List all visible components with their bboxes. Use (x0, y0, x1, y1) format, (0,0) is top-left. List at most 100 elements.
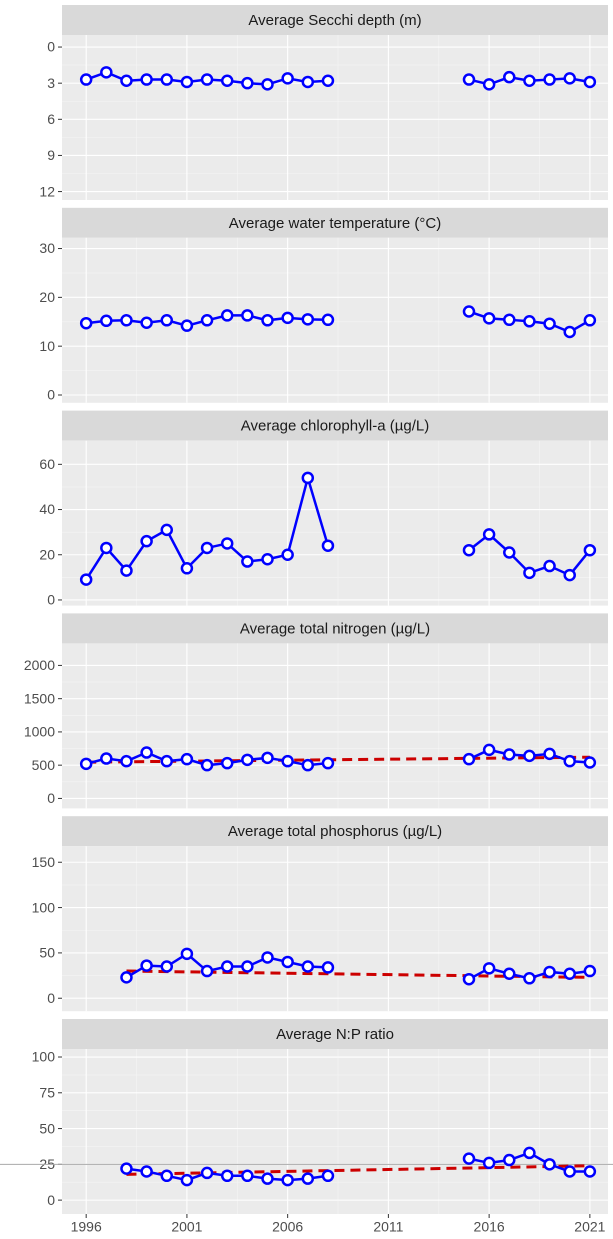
y-tick-label: 0 (47, 387, 55, 403)
average-point (301, 471, 315, 485)
average-point (160, 1169, 174, 1183)
average-point (261, 951, 274, 964)
average-point (523, 1146, 536, 1160)
average-point (220, 309, 234, 322)
average-point (482, 78, 496, 91)
strip-background (62, 5, 608, 35)
y-tick-label: 100 (32, 899, 56, 915)
average-point (120, 1162, 133, 1175)
y-tick-label: 40 (39, 501, 55, 517)
y-tick-label: 0 (47, 1192, 55, 1208)
y-tick-label: 20 (39, 546, 55, 562)
average-point (462, 752, 476, 766)
y-tick-label: 30 (39, 240, 55, 256)
average-point (462, 305, 476, 318)
average-point (281, 72, 294, 85)
average-point (321, 961, 335, 974)
average-point (120, 74, 133, 88)
trend-line (126, 1164, 590, 1176)
average-point (583, 314, 597, 327)
average-point (140, 1165, 153, 1178)
average-point (140, 316, 153, 329)
average-point (321, 74, 335, 88)
average-point (523, 972, 536, 985)
average-point (503, 1153, 516, 1167)
x-tick-label: 2006 (272, 1219, 303, 1235)
average-point (160, 754, 174, 768)
average-point (180, 562, 194, 575)
average-point (321, 313, 335, 327)
average-point (120, 754, 133, 768)
average-point (200, 758, 214, 772)
y-tick-label: 150 (32, 854, 56, 870)
average-point (261, 1172, 274, 1185)
average-point (140, 534, 153, 548)
average-point (503, 313, 516, 327)
average-point (200, 73, 214, 86)
y-tick-label: 9 (47, 147, 55, 163)
average-point (563, 325, 576, 339)
strip-background (62, 410, 608, 441)
panel-background (62, 35, 608, 200)
average-point (79, 316, 93, 330)
average-point (160, 960, 174, 973)
y-tick-label: 75 (39, 1084, 55, 1100)
average-point (301, 758, 315, 772)
average-point (160, 523, 174, 537)
average-point (100, 314, 113, 328)
average-point (180, 319, 194, 332)
average-point (482, 312, 496, 325)
average-point (503, 748, 516, 761)
average-point (160, 73, 174, 86)
strip-background (62, 207, 608, 238)
panel-title: Average chlorophyll-a (µg/L) (241, 418, 429, 435)
average-point (140, 959, 153, 972)
y-tick-label: 1000 (24, 724, 55, 740)
average-point (120, 971, 133, 984)
y-tick-label: 60 (39, 456, 55, 472)
y-tick-label: 10 (39, 338, 55, 354)
y-tick-label: 2000 (24, 657, 55, 673)
x-tick-label: 2016 (474, 1219, 505, 1235)
panel-background (62, 846, 608, 1012)
average-point (220, 74, 234, 88)
average-point (261, 751, 274, 765)
average-point (301, 960, 315, 973)
average-point (180, 752, 194, 766)
panel-title: Average total nitrogen (µg/L) (240, 620, 430, 637)
average-point (563, 1165, 576, 1178)
average-point (462, 1152, 476, 1165)
strip-background (62, 613, 608, 644)
average-point (583, 75, 597, 89)
average-point (523, 749, 536, 763)
y-tick-label: 20 (39, 289, 55, 305)
average-point (100, 541, 113, 555)
x-tick-label: 1996 (71, 1219, 102, 1235)
average-point (523, 315, 536, 328)
strip-background (62, 816, 608, 847)
panel-title: Average total phosphorus (µg/L) (228, 823, 442, 840)
average-point (220, 960, 234, 973)
average-point (140, 746, 153, 759)
average-point (462, 543, 476, 557)
panel-title: Average N:P ratio (276, 1026, 394, 1043)
average-point (200, 964, 214, 978)
average-point (503, 967, 516, 981)
y-tick-label: 0 (47, 39, 55, 55)
average-point (321, 539, 335, 552)
average-point (543, 1158, 556, 1171)
average-point (241, 555, 254, 568)
y-tick-label: 50 (39, 1120, 55, 1136)
panel-background (62, 1049, 608, 1214)
average-point (79, 73, 93, 86)
average-point (482, 743, 496, 757)
average-point (241, 309, 254, 322)
average-point (100, 66, 113, 79)
average-point (261, 78, 274, 91)
average-point (321, 1169, 335, 1183)
average-point (180, 1173, 194, 1187)
average-point (563, 72, 576, 85)
average-point (543, 747, 556, 761)
average-point (563, 754, 576, 768)
